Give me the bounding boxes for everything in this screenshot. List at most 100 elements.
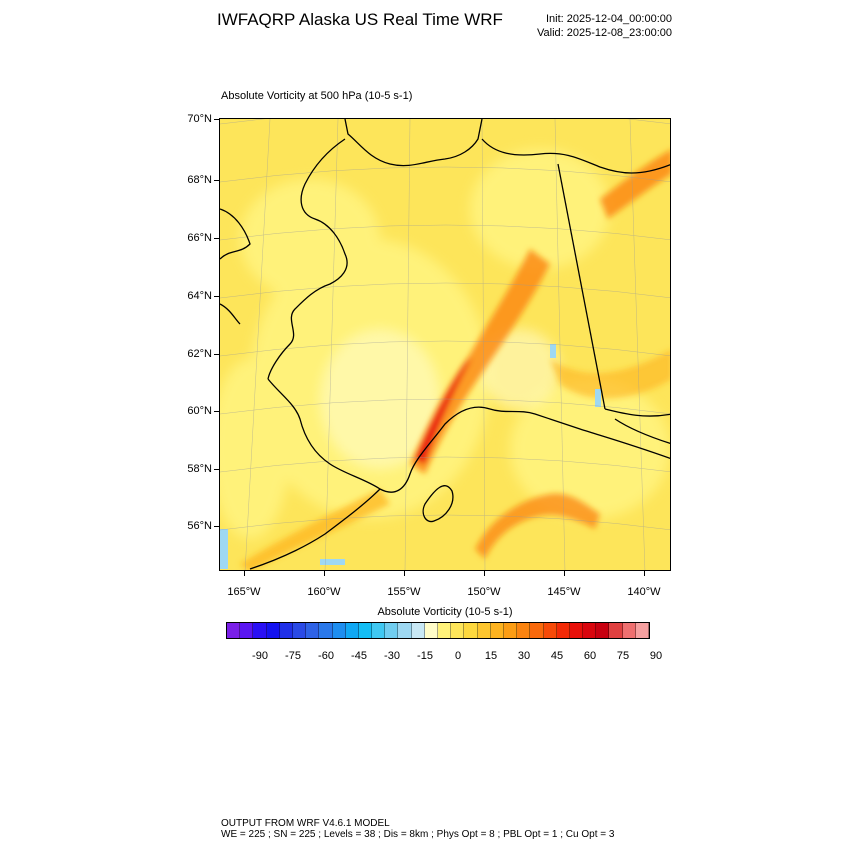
init-time: Init: 2025-12-04_00:00:00 <box>546 13 672 25</box>
field-title: Absolute Vorticity at 500 hPa (10-5 s-1) <box>221 90 413 102</box>
colorbar-cell <box>530 623 544 638</box>
lat-label: 62°N <box>187 348 212 360</box>
west-coast-fragments <box>220 208 251 325</box>
colorbar-cell <box>358 623 373 638</box>
lat-label: 60°N <box>187 405 212 417</box>
footer-model-line: OUTPUT FROM WRF V4.6.1 MODEL <box>221 818 390 829</box>
colorbar-label: 0 <box>454 650 462 662</box>
lat-label: 64°N <box>187 290 212 302</box>
colorbar-cell <box>596 623 610 638</box>
vorticity-maxima-bands <box>240 150 670 570</box>
coastline-and-borders <box>220 119 670 570</box>
lat-tick <box>214 526 219 527</box>
colorbar-cell <box>306 623 320 638</box>
lat-label: 58°N <box>187 463 212 475</box>
band-main-trough <box>410 249 550 474</box>
colorbar-cell <box>490 623 504 638</box>
graticule <box>220 119 670 570</box>
colorbar-label: 45 <box>550 650 564 662</box>
colorbar-title: Absolute Vorticity (10-5 s-1) <box>377 606 513 618</box>
lon-tick <box>244 571 245 576</box>
footer-config-line: WE = 225 ; SN = 225 ; Levels = 38 ; Dis … <box>221 829 615 840</box>
lon-label: 145°W <box>547 586 581 598</box>
colorbar-label: 30 <box>517 650 531 662</box>
colorbar-label: -30 <box>384 650 400 662</box>
lat-label: 70°N <box>187 113 212 125</box>
band-east <box>550 350 670 399</box>
lon-label: 155°W <box>387 586 421 598</box>
alaska-coastline <box>267 119 670 493</box>
colorbar-cell <box>569 623 584 638</box>
map-canvas <box>220 119 670 570</box>
lat-tick <box>214 180 219 181</box>
colorbar-cell <box>253 623 267 638</box>
colorbar-cell <box>332 623 346 638</box>
colorbar-cell <box>240 623 254 638</box>
colorbar-label: -15 <box>417 650 433 662</box>
colorbar-cell <box>411 623 425 638</box>
lat-tick <box>214 119 219 120</box>
negative-vorticity-patches <box>220 344 601 569</box>
colorbar-cell <box>451 623 465 638</box>
colorbar-cell <box>583 623 597 638</box>
colorbar-cell <box>279 623 293 638</box>
lon-tick <box>484 571 485 576</box>
lat-tick <box>214 411 219 412</box>
band-south <box>475 493 600 559</box>
lon-label: 140°W <box>627 586 661 598</box>
colorbar <box>226 622 650 639</box>
colorbar-cell <box>398 623 412 638</box>
colorbar-label: -75 <box>285 650 301 662</box>
lat-label: 56°N <box>187 520 212 532</box>
lon-tick <box>404 571 405 576</box>
colorbar-label: 90 <box>649 650 663 662</box>
colorbar-label: -90 <box>252 650 268 662</box>
lat-tick <box>214 296 219 297</box>
panhandle-border <box>604 408 670 417</box>
lon-tick <box>324 571 325 576</box>
lat-tick <box>214 238 219 239</box>
lon-label: 165°W <box>227 586 261 598</box>
colorbar-cell <box>464 623 478 638</box>
lon-tick <box>644 571 645 576</box>
colorbar-cell <box>227 623 241 638</box>
lat-label: 68°N <box>187 174 212 186</box>
colorbar-cell <box>609 623 623 638</box>
colorbar-label: 15 <box>484 650 498 662</box>
colorbar-cell <box>424 623 438 638</box>
band-main-core <box>415 357 472 464</box>
lat-tick <box>214 354 219 355</box>
band-sw <box>240 489 390 570</box>
colorbar-cell <box>292 623 307 638</box>
lon-label: 160°W <box>307 586 341 598</box>
pale-field-regions <box>320 329 560 469</box>
panhandle-coast <box>614 418 670 445</box>
colorbar-cell <box>372 623 386 638</box>
canada-border <box>557 163 606 410</box>
vorticity-map <box>219 118 671 571</box>
colorbar-cell <box>345 623 359 638</box>
colorbar-label: -60 <box>318 650 334 662</box>
colorbar-cell <box>543 623 557 638</box>
colorbar-cell <box>477 623 491 638</box>
colorbar-cell <box>635 623 649 638</box>
kodiak-island <box>422 485 454 523</box>
main-title: IWFAQRP Alaska US Real Time WRF <box>217 10 503 29</box>
colorbar-cell <box>622 623 636 638</box>
valid-time: Valid: 2025-12-08_23:00:00 <box>537 27 672 39</box>
alaska-peninsula <box>249 488 381 570</box>
colorbar-label: -45 <box>351 650 367 662</box>
colorbar-label: 60 <box>583 650 597 662</box>
colorbar-cell <box>503 623 518 638</box>
lat-label: 66°N <box>187 232 212 244</box>
lat-tick <box>214 469 219 470</box>
band-ne <box>600 150 670 219</box>
lon-label: 150°W <box>467 586 501 598</box>
colorbar-cell <box>319 623 333 638</box>
colorbar-cell <box>266 623 280 638</box>
colorbar-label: 75 <box>616 650 630 662</box>
colorbar-cell <box>385 623 399 638</box>
colorbar-cell <box>556 623 570 638</box>
lon-tick <box>564 571 565 576</box>
colorbar-cell <box>438 623 452 638</box>
